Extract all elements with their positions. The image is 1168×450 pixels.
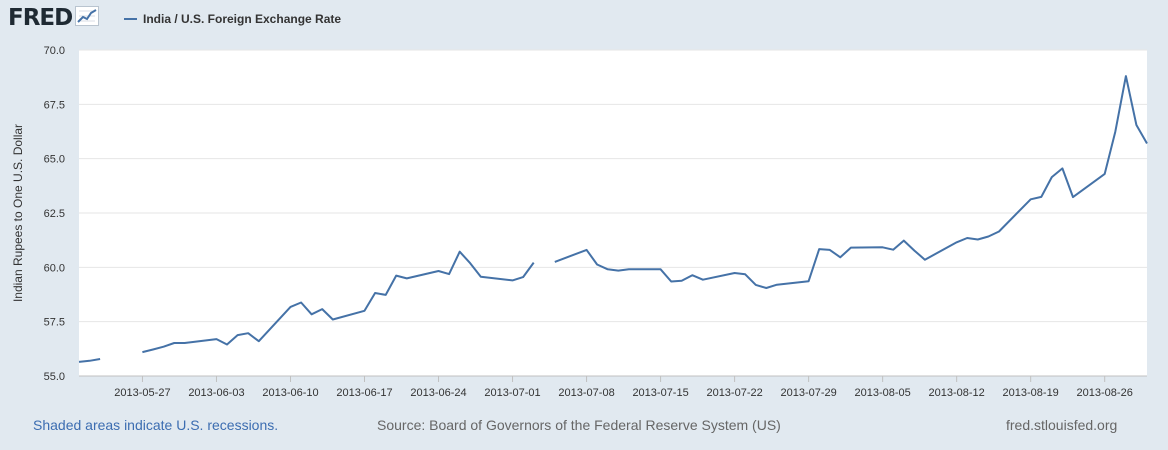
y-tick-label: 60.0 bbox=[44, 262, 65, 274]
series-line-segment[interactable] bbox=[142, 250, 535, 354]
y-tick-label: 62.5 bbox=[44, 208, 65, 220]
gridlines bbox=[79, 49, 1147, 377]
legend-label: India / U.S. Foreign Exchange Rate bbox=[143, 12, 342, 26]
y-tick-label: 65.0 bbox=[44, 154, 65, 166]
y-tick-label: 70.0 bbox=[44, 45, 65, 57]
legend-line-swatch bbox=[124, 18, 137, 20]
x-tick-label: 2013-07-22 bbox=[706, 387, 762, 399]
x-tick-label: 2013-07-08 bbox=[558, 387, 614, 399]
fred-graph-icon bbox=[75, 5, 100, 31]
series-line-segment[interactable] bbox=[78, 358, 101, 363]
x-tick-label: 2013-07-01 bbox=[484, 387, 540, 399]
x-tick-label: 2013-06-03 bbox=[188, 387, 244, 399]
x-tick-label: 2013-06-10 bbox=[262, 387, 318, 399]
x-tick-label: 2013-08-05 bbox=[855, 387, 911, 399]
y-tick-label: 67.5 bbox=[44, 99, 65, 111]
x-axis-ticks: 2013-05-27 2013-06-03 2013-06-10 2013-06-17… bbox=[114, 376, 1133, 399]
series-line-segment[interactable] bbox=[554, 75, 1148, 289]
x-tick-label: 2013-07-29 bbox=[780, 387, 836, 399]
series-lines bbox=[78, 75, 1148, 363]
fred-logo-text: FRED bbox=[8, 5, 73, 31]
source-note: Source: Board of Governors of the Federa… bbox=[377, 417, 781, 433]
y-tick-label: 57.5 bbox=[44, 317, 65, 329]
x-tick-label: 2013-06-24 bbox=[410, 387, 466, 399]
y-axis-ticks: 55.0 57.5 60.0 62.5 65.0 67.5 70.0 bbox=[44, 45, 65, 383]
y-axis-label: Indian Rupees to One U.S. Dollar bbox=[11, 124, 25, 302]
recession-note-link[interactable]: Shaded areas indicate U.S. recessions. bbox=[33, 417, 279, 433]
x-tick-label: 2013-07-15 bbox=[632, 387, 688, 399]
site-link[interactable]: fred.stlouisfed.org bbox=[1006, 417, 1118, 433]
chart-legend[interactable]: India / U.S. Foreign Exchange Rate bbox=[124, 12, 341, 26]
y-tick-label: 55.0 bbox=[44, 371, 65, 383]
x-tick-label: 2013-08-19 bbox=[1003, 387, 1059, 399]
x-tick-label: 2013-06-17 bbox=[336, 387, 392, 399]
line-chart: 55.057.560.062.565.067.570.0 2013-05-27 2… bbox=[11, 45, 1148, 399]
x-tick-label: 2013-05-27 bbox=[114, 387, 170, 399]
x-tick-label: 2013-08-26 bbox=[1077, 387, 1133, 399]
fred-logo[interactable]: FRED bbox=[8, 5, 100, 31]
x-tick-label: 2013-08-12 bbox=[929, 387, 985, 399]
